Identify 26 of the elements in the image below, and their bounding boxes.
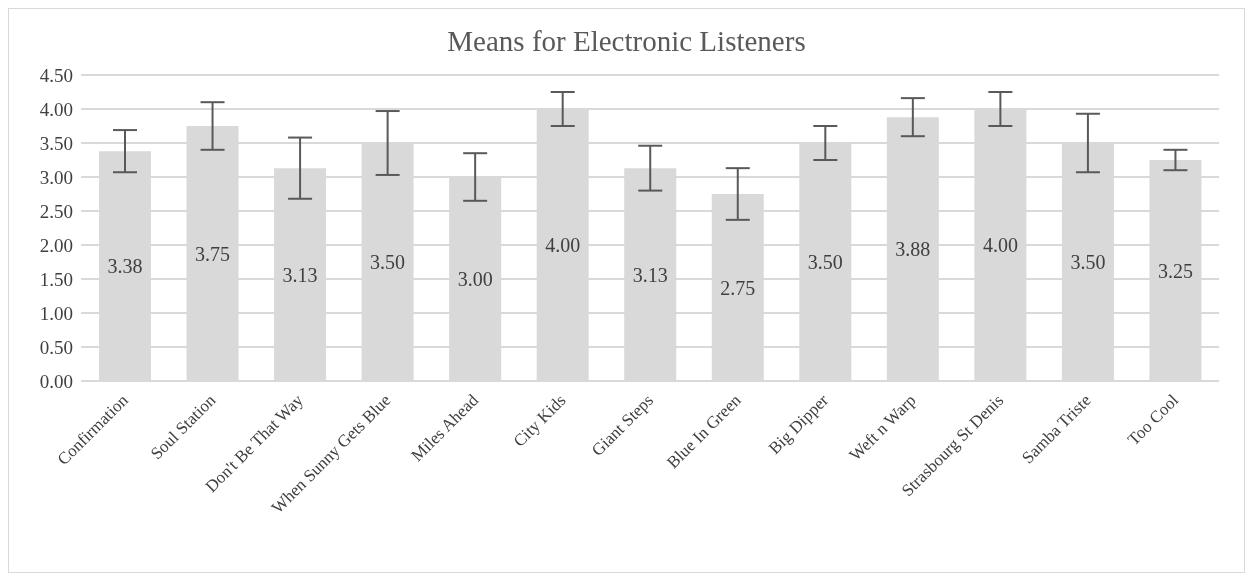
y-tick-label: 1.50 [39, 268, 73, 290]
data-label: 3.88 [895, 238, 931, 261]
x-tick-label: City Kids [509, 390, 570, 451]
data-label: 4.00 [545, 234, 581, 257]
data-label: 2.75 [720, 276, 756, 299]
y-tick-label: 1.00 [39, 302, 73, 324]
y-tick-label: 2.50 [39, 200, 73, 222]
y-tick-label: 4.00 [39, 98, 73, 120]
data-label: 4.00 [982, 234, 1018, 257]
y-tick-label: 4.50 [39, 64, 73, 86]
data-label: 3.75 [195, 242, 231, 265]
data-label: 3.50 [807, 251, 843, 274]
data-label: 3.13 [282, 263, 318, 286]
data-label: 3.25 [1157, 259, 1193, 282]
data-label: 3.38 [107, 255, 143, 278]
data-label: 3.50 [1070, 251, 1106, 274]
chart-title: Means for Electronic Listeners [446, 25, 807, 59]
y-tick-label: 0.50 [39, 336, 73, 358]
y-tick-label: 0.00 [39, 370, 73, 392]
x-tick-label: Weft n Warp [845, 390, 920, 465]
y-tick-label: 2.00 [39, 234, 73, 256]
data-label: 3.00 [457, 268, 493, 291]
data-label: 3.50 [370, 251, 406, 274]
y-tick-label: 3.00 [39, 166, 73, 188]
data-label: 3.13 [632, 263, 668, 286]
y-tick-label: 3.50 [39, 132, 73, 154]
